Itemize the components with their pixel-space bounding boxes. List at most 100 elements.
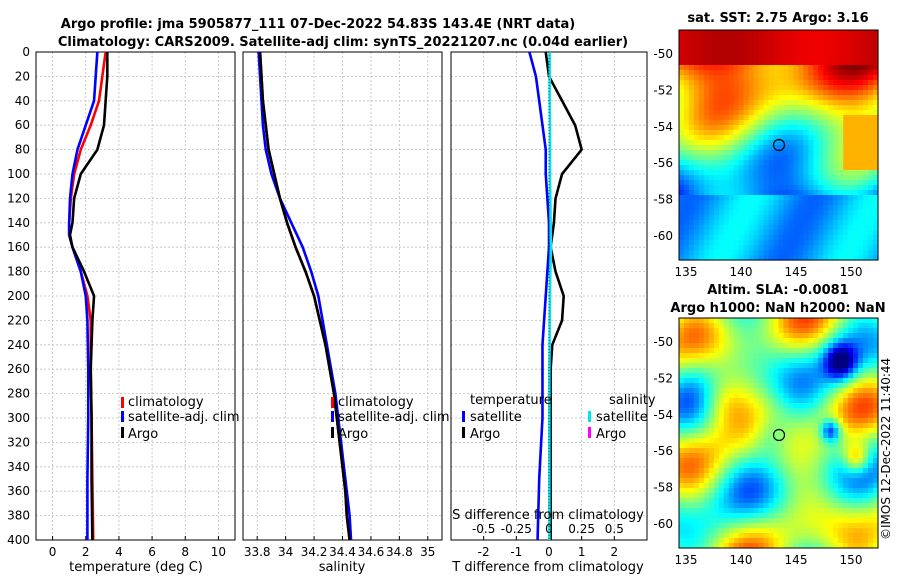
map-cell [743, 503, 750, 509]
map-cell [763, 418, 770, 424]
map-cell [873, 165, 879, 171]
map-cell [863, 338, 869, 344]
map-cell [688, 398, 695, 404]
map-cell [733, 428, 740, 434]
map-cell [783, 35, 790, 41]
map-cell [853, 443, 859, 449]
map-cell [868, 423, 874, 429]
map-cell [803, 398, 809, 404]
map-cell [738, 70, 745, 76]
map-cell [803, 413, 809, 419]
map-cell [763, 100, 770, 106]
map-cell [868, 145, 874, 151]
map-cell [873, 160, 879, 166]
map-cell [743, 255, 750, 261]
map-cell [718, 70, 725, 76]
map-cell [688, 170, 695, 176]
map-cell [733, 190, 740, 196]
map-cell [728, 115, 735, 121]
map-cell [688, 220, 695, 226]
map-cell [843, 338, 849, 344]
map-cell [778, 463, 785, 469]
map-cell [828, 333, 834, 339]
difference-panel: -2 -1 0 1 2 S difference from climatology -0… [450, 51, 656, 575]
map-cell [788, 428, 795, 434]
map-cell [718, 190, 725, 196]
map-cell [838, 413, 844, 419]
map-cell [753, 318, 760, 324]
map-cell [698, 483, 705, 489]
map-cell [848, 115, 854, 121]
map-cell [858, 343, 864, 349]
map-cell [723, 328, 730, 334]
map-cell [728, 130, 735, 136]
map-cell [788, 508, 795, 514]
map-cell [693, 373, 700, 379]
map-cell [858, 105, 864, 111]
map-cell [813, 538, 819, 544]
map-cell [733, 408, 740, 414]
map-cell [813, 498, 819, 504]
map-cell [683, 115, 690, 121]
map-cell [733, 105, 740, 111]
legend-satellite: satellite-adj. clim [338, 410, 450, 425]
map-cell [768, 80, 775, 86]
map-cell [863, 518, 869, 524]
map-cell [863, 200, 869, 206]
map-cell [828, 205, 834, 211]
map-cell [803, 45, 809, 51]
map-cell [693, 388, 700, 394]
map-cell [703, 130, 710, 136]
map-cell [868, 250, 874, 256]
map-cell [679, 225, 685, 231]
map-cell [798, 110, 804, 116]
map-cell [733, 523, 740, 529]
map-cell [773, 473, 780, 479]
map-cell [778, 240, 785, 246]
map-cell [858, 250, 864, 256]
map-cell [868, 503, 874, 509]
map-cell [838, 30, 844, 36]
map-cell [733, 373, 740, 379]
map-cell [838, 145, 844, 151]
map-cell [738, 215, 745, 221]
map-cell [803, 378, 809, 384]
map-cell [778, 418, 785, 424]
map-cell [743, 80, 750, 86]
map-cell [843, 323, 849, 329]
map-cell [713, 115, 720, 121]
map-cell [873, 363, 879, 369]
map-cell [788, 95, 795, 101]
map-cell [738, 130, 745, 136]
map-cell [823, 438, 829, 444]
map-cell [679, 328, 685, 334]
map-cell [753, 190, 760, 196]
map-cell [723, 180, 730, 186]
map-cell [703, 115, 710, 121]
map-cell [728, 528, 735, 534]
map-cell [788, 538, 795, 544]
map-cell [683, 220, 690, 226]
map-cell [853, 100, 859, 106]
map-cell [838, 255, 844, 261]
map-cell [793, 373, 799, 379]
map-cell [763, 383, 770, 389]
map-cell [713, 190, 720, 196]
map-cell [733, 205, 740, 211]
map-cell [818, 543, 824, 549]
map-cell [773, 95, 780, 101]
map-cell [798, 190, 804, 196]
map-cell [763, 518, 770, 524]
map-cell [753, 155, 760, 161]
map-cell [778, 453, 785, 459]
map-cell [748, 503, 755, 509]
map-cell [853, 333, 859, 339]
map-cell [853, 215, 859, 221]
map-cell [798, 75, 804, 81]
map-cell [793, 255, 799, 261]
map-cell [728, 478, 735, 484]
map-cell [863, 50, 869, 56]
map-cell [833, 190, 839, 196]
map-cell [763, 105, 770, 111]
map-cell [703, 205, 710, 211]
